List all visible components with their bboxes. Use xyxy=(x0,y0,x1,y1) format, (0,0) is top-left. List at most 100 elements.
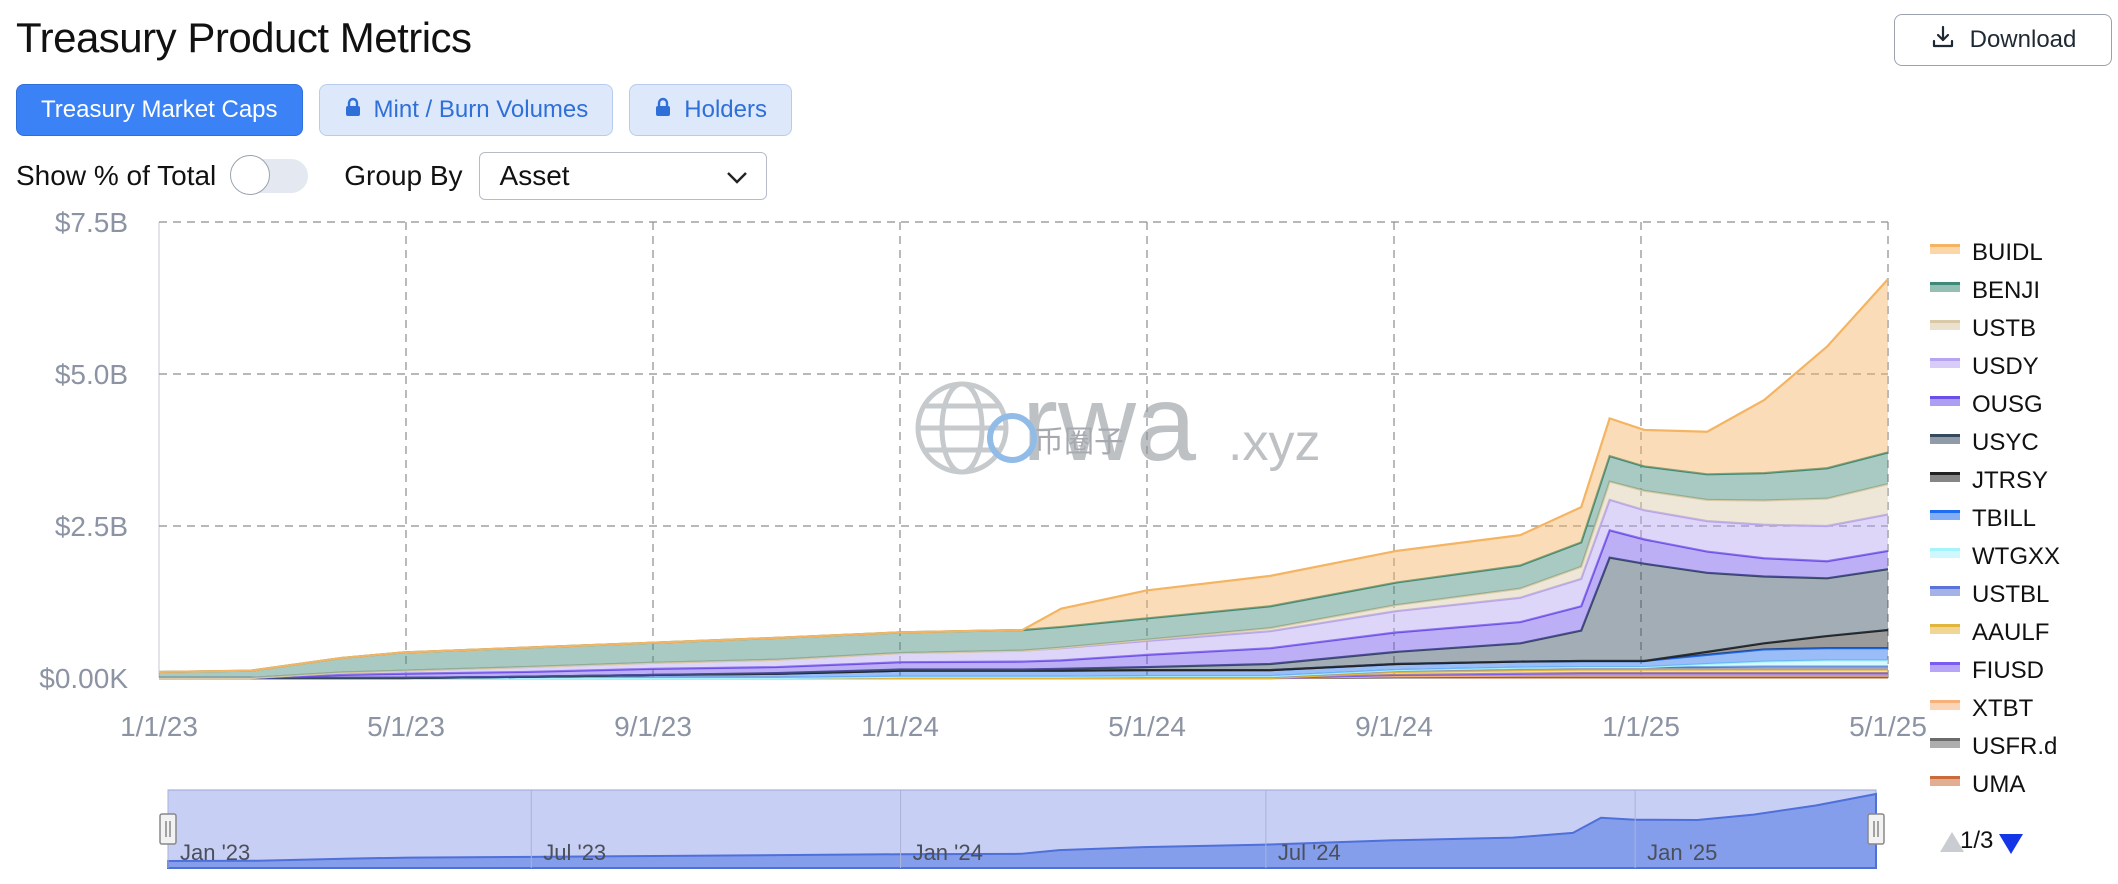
legend-label: BENJI xyxy=(1972,277,2040,304)
navigator-right-handle[interactable] xyxy=(1867,813,1885,845)
legend-swatch-line xyxy=(1930,662,1960,665)
legend-swatch-fill xyxy=(1930,738,1960,748)
series-area-ousg xyxy=(159,530,1888,678)
group-by-label: Group By xyxy=(344,160,463,191)
legend-item[interactable]: USYC xyxy=(1930,429,2039,456)
legend-item[interactable]: USTB xyxy=(1930,315,2036,342)
legend-swatch-fill xyxy=(1930,624,1960,634)
legend-item[interactable]: USTBL xyxy=(1930,581,2049,608)
chart-areas xyxy=(158,278,1889,680)
tab-label: Mint / Burn Volumes xyxy=(373,96,589,123)
toggle-knob xyxy=(230,155,271,195)
legend-swatch-line xyxy=(1930,320,1960,323)
legend-swatch-fill xyxy=(1930,396,1960,406)
legend-item[interactable]: BENJI xyxy=(1930,277,2040,304)
legend-swatch-fill xyxy=(1930,586,1960,596)
navigator-label: Jul '24 xyxy=(1278,840,1341,865)
legend-item[interactable]: JTRSY xyxy=(1930,467,2048,494)
globe-icon xyxy=(915,381,1009,475)
legend-swatch-fill xyxy=(1930,244,1960,254)
legend-swatch-fill xyxy=(1930,700,1960,710)
download-icon xyxy=(1930,24,1956,57)
x-tick-label: 5/1/24 xyxy=(1108,711,1186,742)
tab-label: Treasury Market Caps xyxy=(41,96,278,123)
y-tick-label: $2.5B xyxy=(55,511,128,542)
legend-label: BUIDL xyxy=(1972,239,2043,266)
legend-swatch-fill xyxy=(1930,434,1960,444)
legend-item[interactable]: USFR.d xyxy=(1930,733,2057,760)
navigator-left-handle[interactable] xyxy=(159,813,177,845)
legend-label: USTBL xyxy=(1972,581,2049,608)
lock-icon xyxy=(344,96,362,124)
legend-swatch-line xyxy=(1930,472,1960,475)
legend-swatch-line xyxy=(1930,282,1960,285)
chart-legend: BUIDL BENJI USTB USDY OUSG USYC JTRSY TBILL WTGX… xyxy=(1930,239,2060,798)
navigator-label: Jan '25 xyxy=(1647,840,1717,865)
navigator-label: Jul '23 xyxy=(543,840,606,865)
legend-swatch-line xyxy=(1930,244,1960,247)
series-line-buidl xyxy=(158,278,1889,674)
navigator-label: Jan '24 xyxy=(913,840,983,865)
watermark-overlay: 币圈子 xyxy=(1034,426,1124,459)
legend-swatch-line xyxy=(1930,586,1960,589)
tab-treasury-market-caps[interactable]: Treasury Market Caps xyxy=(16,84,303,136)
y-tick-label: $5.0B xyxy=(55,359,128,390)
legend-label: FIUSD xyxy=(1972,657,2044,684)
series-area-ustb xyxy=(159,481,1888,678)
metric-tabs: Treasury Market Caps Mint / Burn Volumes… xyxy=(16,84,792,136)
show-pct-toggle[interactable] xyxy=(230,155,309,195)
pager-label: 1/3 xyxy=(1960,827,1993,854)
legend-swatch-line xyxy=(1930,358,1960,361)
tab-holders[interactable]: Holders xyxy=(629,84,792,136)
download-button[interactable]: Download xyxy=(1894,14,2112,66)
series-line-ousg xyxy=(159,528,1889,680)
legend-item[interactable]: BUIDL xyxy=(1930,239,2043,266)
legend-item[interactable]: XTBT xyxy=(1930,695,2034,722)
legend-item[interactable]: UMA xyxy=(1930,771,2025,798)
show-pct-label: Show % of Total xyxy=(16,160,217,191)
y-tick-label: $0.00K xyxy=(39,663,128,694)
legend-label: USFR.d xyxy=(1972,733,2057,760)
legend-swatch-line xyxy=(1930,624,1960,627)
legend-item[interactable]: OUSG xyxy=(1930,391,2043,418)
legend-swatch-line xyxy=(1930,738,1960,741)
legend-label: UMA xyxy=(1972,771,2025,798)
watermark: rwa .xyz 币圈子 xyxy=(915,362,1320,483)
legend-item[interactable]: FIUSD xyxy=(1930,657,2044,684)
page-title: Treasury Product Metrics xyxy=(16,14,472,61)
chevron-down-icon xyxy=(726,160,748,192)
lock-icon xyxy=(654,96,672,124)
legend-swatch-fill xyxy=(1930,472,1960,482)
legend-swatch-fill xyxy=(1930,662,1960,672)
legend-item[interactable]: WTGXX xyxy=(1930,543,2060,570)
navigator-series xyxy=(167,792,1877,869)
legend-swatch-fill xyxy=(1930,510,1960,520)
legend-label: USDY xyxy=(1972,353,2039,380)
series-area-tbill xyxy=(159,648,1888,678)
time-navigator: Jan '23 Jul '23 Jan '24 Jul '24 Jan '25 xyxy=(159,789,1885,869)
tab-mint-burn-volumes[interactable]: Mint / Burn Volumes xyxy=(318,84,614,136)
group-by-select[interactable]: Asset xyxy=(478,152,767,200)
legend-label: USTB xyxy=(1972,315,2036,342)
legend-item[interactable]: TBILL xyxy=(1930,505,2036,532)
series-area-buidl xyxy=(159,279,1888,672)
series-line-ustb xyxy=(159,480,1889,680)
watermark-suffix: .xyz xyxy=(1228,414,1320,472)
legend-item[interactable]: USDY xyxy=(1930,353,2039,380)
pager-down-icon xyxy=(1999,834,2023,854)
x-tick-label: 1/1/23 xyxy=(120,711,198,742)
legend-label: TBILL xyxy=(1972,505,2036,532)
group-by-value: Asset xyxy=(499,160,570,191)
legend-swatch-fill xyxy=(1930,282,1960,292)
x-tick-label: 1/1/25 xyxy=(1602,711,1680,742)
legend-item[interactable]: AAULF xyxy=(1930,619,2049,646)
legend-swatch-fill xyxy=(1930,358,1960,368)
x-tick-label: 5/1/25 xyxy=(1849,711,1927,742)
legend-swatch-line xyxy=(1930,434,1960,437)
download-label: Download xyxy=(1969,26,2077,53)
legend-swatch-line xyxy=(1930,510,1960,513)
legend-label: WTGXX xyxy=(1972,543,2060,570)
navigator-label: Jan '23 xyxy=(180,840,250,865)
x-tick-label: 9/1/23 xyxy=(614,711,692,742)
